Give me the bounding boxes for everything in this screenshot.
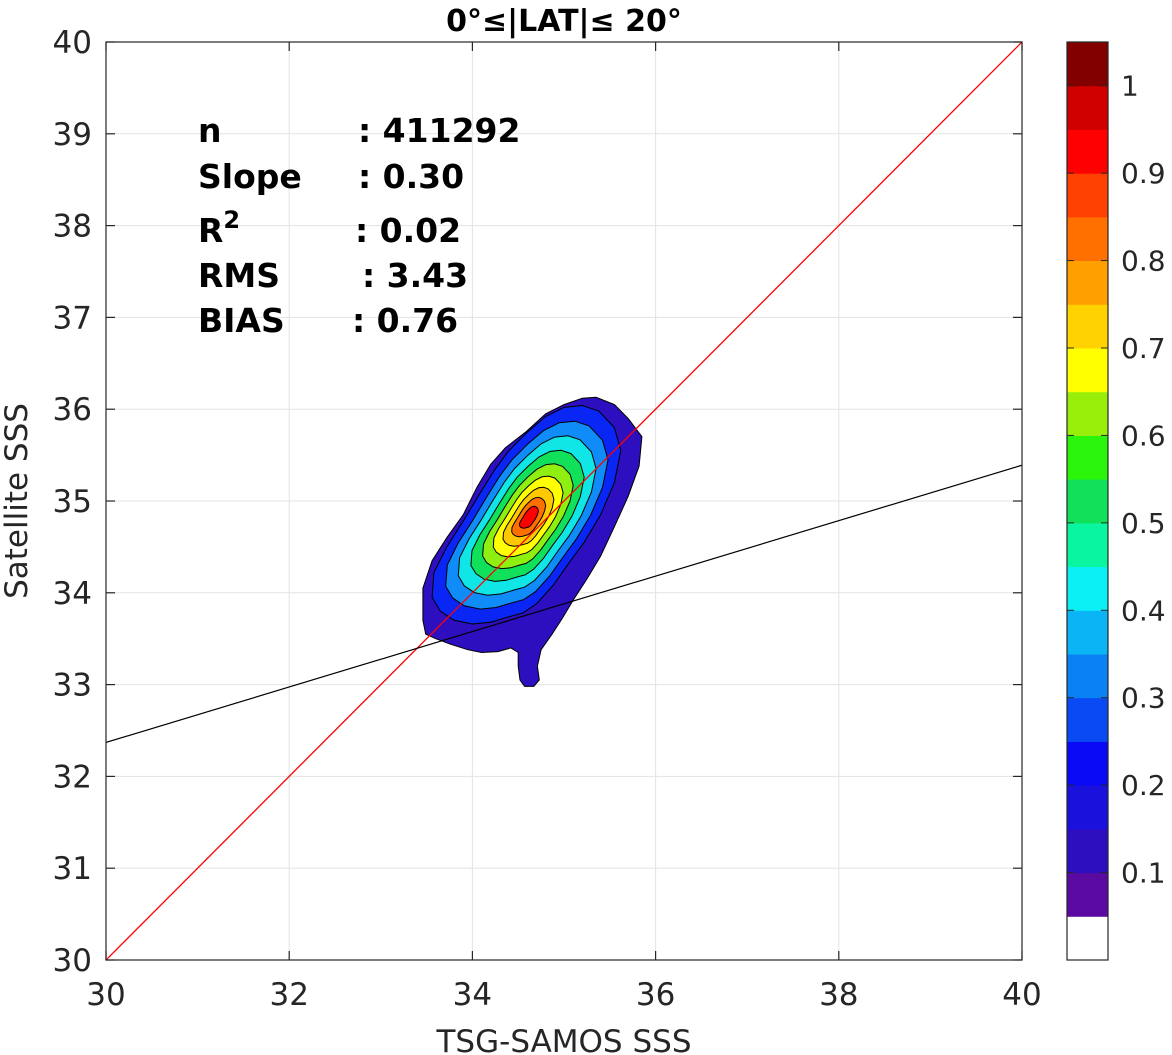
colorbar-segment — [1067, 348, 1108, 393]
y-tick-label: 31 — [53, 851, 92, 887]
colorbar-tick-label: 0.3 — [1121, 682, 1166, 715]
colorbar-segment — [1067, 391, 1108, 436]
colorbar-frame — [1066, 41, 1109, 961]
colorbar-segment — [1067, 916, 1108, 961]
y-tick-label: 30 — [53, 943, 92, 979]
stat-label: Slope — [198, 157, 302, 196]
colorbar-segment — [1067, 741, 1108, 786]
colorbar-tick-label: 0.5 — [1121, 507, 1166, 540]
x-tick-label: 34 — [453, 977, 492, 1013]
colorbar-segment — [1067, 654, 1108, 699]
colorbar-segment — [1067, 610, 1108, 655]
stat-value: : 3.43 — [362, 256, 468, 295]
stat-label: n — [198, 111, 222, 150]
x-axis-label: TSG-SAMOS SSS — [436, 1024, 692, 1055]
colorbar: 0.1 0.2 0.3 0.4 0.5 0.6 0.7 0.8 0.9 1 — [1066, 41, 1166, 961]
y-tick-label: 37 — [53, 300, 92, 336]
colorbar-tick-label: 0.8 — [1121, 245, 1166, 278]
axis-ticks: 30 32 34 36 38 40 30 31 32 33 34 35 36 37 38 39 40 — [53, 25, 1042, 1013]
y-tick-label: 40 — [53, 25, 92, 61]
one-to-one-line — [106, 42, 1022, 960]
contour-level-10 — [518, 505, 539, 529]
x-tick-label: 30 — [86, 977, 125, 1013]
y-tick-label: 35 — [53, 484, 92, 520]
colorbar-segment — [1067, 435, 1108, 480]
regression-line — [106, 464, 1022, 744]
stat-value: : 0.02 — [355, 211, 461, 250]
colorbar-tick-label: 0.7 — [1121, 332, 1166, 365]
colorbar-segment — [1067, 260, 1108, 305]
colorbar-segment — [1067, 42, 1108, 87]
chart-title: 0°≤|LAT|≤ 20° — [446, 4, 682, 39]
colorbar-segment — [1067, 872, 1108, 917]
stat-label: RMS — [198, 256, 280, 295]
colorbar-segment — [1067, 697, 1108, 742]
x-tick-label: 38 — [819, 977, 858, 1013]
colorbar-segment — [1067, 522, 1108, 568]
x-tick-label: 32 — [269, 977, 308, 1013]
colorbar-segment — [1067, 216, 1108, 262]
stat-value: : 0.30 — [358, 157, 464, 196]
y-tick-label: 32 — [53, 759, 92, 795]
y-axis-label: Satellite SSS — [0, 403, 35, 599]
colorbar-tick-label: 0.2 — [1121, 769, 1166, 802]
stat-label: BIAS — [198, 301, 285, 340]
colorbar-tick-label: 0.6 — [1121, 419, 1166, 452]
colorbar-segment — [1067, 85, 1108, 130]
x-tick-label: 36 — [636, 977, 675, 1013]
density-contours — [422, 396, 643, 687]
colorbar-tick-label: 0.9 — [1121, 157, 1166, 190]
colorbar-segment — [1067, 129, 1108, 174]
y-tick-label: 39 — [53, 117, 92, 153]
colorbar-segment — [1067, 566, 1108, 611]
y-tick-label: 33 — [53, 668, 92, 704]
colorbar-segment — [1067, 785, 1108, 830]
colorbar-segment — [1067, 304, 1108, 349]
y-tick-label: 34 — [53, 576, 92, 612]
colorbar-tick-label: 0.4 — [1121, 594, 1166, 627]
colorbar-segment — [1067, 828, 1108, 874]
reference-lines — [106, 42, 1022, 960]
colorbar-segment — [1067, 173, 1108, 218]
y-tick-label: 36 — [53, 392, 92, 428]
stat-value: : 411292 — [358, 111, 520, 150]
colorbar-tick-label: 0.1 — [1121, 857, 1166, 890]
y-tick-label: 38 — [53, 209, 92, 245]
colorbar-tick-label: 1 — [1121, 70, 1139, 103]
x-tick-label: 40 — [1002, 977, 1041, 1013]
colorbar-segment — [1067, 479, 1108, 524]
stat-value: : 0.76 — [352, 301, 458, 340]
